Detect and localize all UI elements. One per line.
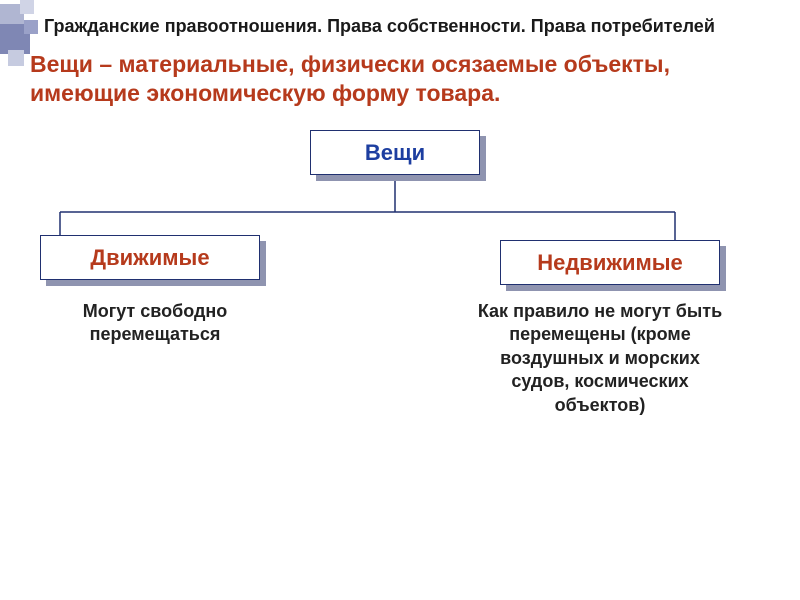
- node-left-label: Движимые: [90, 245, 209, 271]
- definition-text: Вещи – материальные, физически осязаемые…: [30, 50, 770, 108]
- definition-dash: –: [93, 51, 119, 77]
- definition-rest: материальные, физически осязаемые объект…: [30, 51, 670, 106]
- slide-title: Гражданские правоотношения. Права собств…: [44, 16, 715, 37]
- definition-term: Вещи: [30, 51, 93, 77]
- node-right: Недвижимые: [500, 240, 720, 285]
- node-root: Вещи: [310, 130, 480, 175]
- decor-square: [8, 50, 24, 66]
- node-left: Движимые: [40, 235, 260, 280]
- node-root-label: Вещи: [365, 140, 425, 166]
- desc-left: Могут свободно перемещаться: [50, 300, 260, 347]
- slide-title-band: Гражданские правоотношения. Права собств…: [0, 12, 800, 40]
- node-right-label: Недвижимые: [537, 250, 683, 276]
- desc-right: Как правило не могут быть перемещены (кр…: [475, 300, 725, 417]
